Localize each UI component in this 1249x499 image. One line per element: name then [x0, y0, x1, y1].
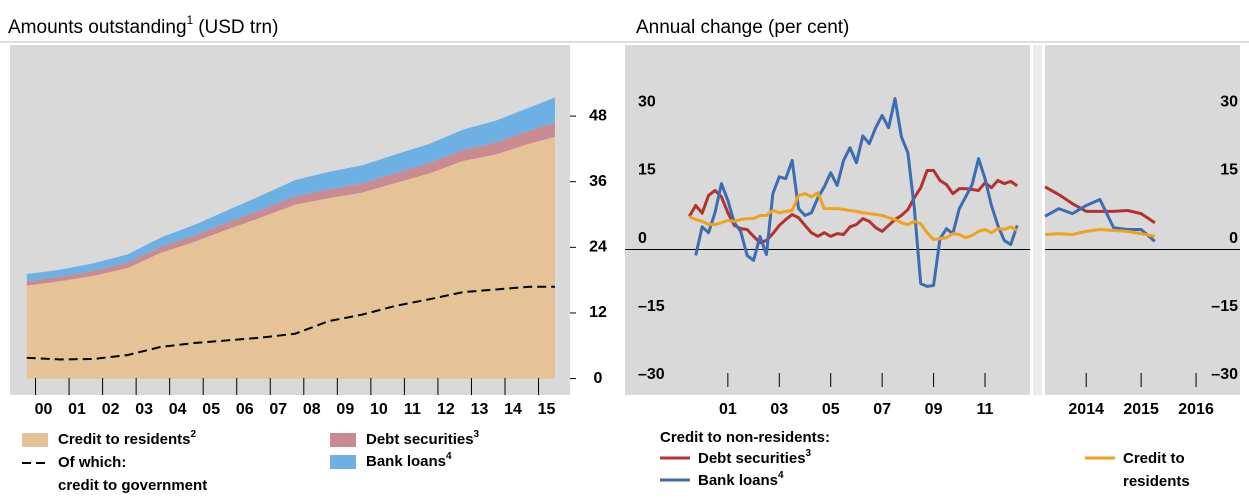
legend-label: Debt securities3 — [698, 448, 812, 467]
y-tick-label: 15 — [1220, 162, 1238, 179]
x-tick-label: 11 — [404, 401, 421, 418]
y-tick-label: –30 — [638, 366, 665, 383]
y-tick-label: –15 — [638, 298, 665, 315]
x-tick-label: 06 — [236, 401, 254, 418]
legend-name: Debt securities — [698, 450, 806, 467]
y-tick-label: 12 — [589, 304, 607, 321]
y-tick-label: 0 — [594, 370, 603, 387]
y-tick-label: 0 — [638, 230, 647, 247]
x-tick-label: 14 — [504, 401, 522, 418]
y-tick-label: 0 — [1229, 230, 1238, 247]
x-tick-label: 01 — [719, 401, 737, 418]
legend-name: Bank loans — [366, 453, 446, 470]
legend-label: Credit to residents2 — [58, 429, 197, 448]
y-tick-label: –15 — [1211, 298, 1238, 315]
line — [694, 97, 1156, 288]
x-tick-label: 02 — [102, 401, 120, 418]
x-tick-label: 09 — [925, 401, 943, 418]
plot-background — [1045, 45, 1240, 395]
legend-note: 2 — [191, 429, 197, 440]
legend-note: 3 — [806, 448, 812, 459]
title-note: 1 — [187, 13, 194, 27]
legend-swatch — [330, 455, 356, 469]
legend-label: Bank loans4 — [698, 470, 784, 489]
legend-title: Credit to non-residents: — [660, 429, 830, 446]
title-suffix: (USD trn) — [198, 17, 278, 38]
y-tick-label: 15 — [638, 162, 656, 179]
legend-name: Debt securities — [366, 431, 474, 448]
x-tick-label: 11 — [977, 401, 994, 418]
legend-swatch — [330, 433, 356, 447]
x-tick-label: 05 — [202, 401, 220, 418]
legend-label: Bank loans4 — [366, 451, 452, 470]
legend-note: 3 — [474, 429, 480, 440]
y-tick-label: 30 — [1220, 93, 1238, 110]
legend-swatch — [22, 433, 48, 447]
chart-title: Annual change (per cent) — [636, 17, 849, 38]
legend-label: Credit to — [1123, 450, 1185, 467]
x-tick-label: 03 — [135, 401, 153, 418]
line — [26, 285, 555, 361]
area — [26, 136, 555, 379]
x-tick-label: 07 — [873, 401, 891, 418]
line — [688, 191, 1156, 242]
y-tick-label: 24 — [589, 239, 607, 256]
legend-note: 4 — [446, 451, 452, 462]
line — [687, 168, 1156, 245]
x-tick-label: 07 — [269, 401, 287, 418]
x-tick-label: 05 — [822, 401, 840, 418]
x-tick-label: 00 — [35, 401, 53, 418]
title-text: Amounts outstanding — [8, 17, 187, 38]
x-tick-label: 10 — [370, 401, 388, 418]
x-tick-label: 01 — [68, 401, 86, 418]
legend-name: Bank loans — [698, 472, 778, 489]
plot-background — [625, 45, 1030, 395]
legend-label: residents — [1123, 473, 1190, 490]
legend-label: credit to government — [58, 477, 207, 494]
x-tick-label: 2016 — [1178, 401, 1214, 418]
area — [26, 97, 555, 282]
x-tick-label: 15 — [538, 401, 556, 418]
x-tick-label: 12 — [437, 401, 455, 418]
legend-label: Of which: — [58, 454, 126, 471]
x-tick-label: 03 — [770, 401, 788, 418]
area — [26, 122, 555, 286]
legend-note: 4 — [778, 470, 784, 481]
y-tick-label: 30 — [638, 93, 656, 110]
x-tick-label: 13 — [471, 401, 489, 418]
y-tick-label: 36 — [589, 173, 607, 190]
x-tick-label: 04 — [169, 401, 187, 418]
y-tick-label: 48 — [589, 107, 607, 124]
x-tick-label: 2014 — [1068, 401, 1104, 418]
legend-label: Debt securities3 — [366, 429, 480, 448]
x-tick-label: 09 — [336, 401, 354, 418]
x-tick-label: 08 — [303, 401, 321, 418]
panel-gap — [1033, 45, 1042, 395]
x-tick-label: 2015 — [1123, 401, 1159, 418]
chart-title: Amounts outstanding1 (USD trn) — [8, 13, 278, 38]
legend-name: Credit to residents — [58, 431, 191, 448]
y-tick-label: –30 — [1211, 366, 1238, 383]
